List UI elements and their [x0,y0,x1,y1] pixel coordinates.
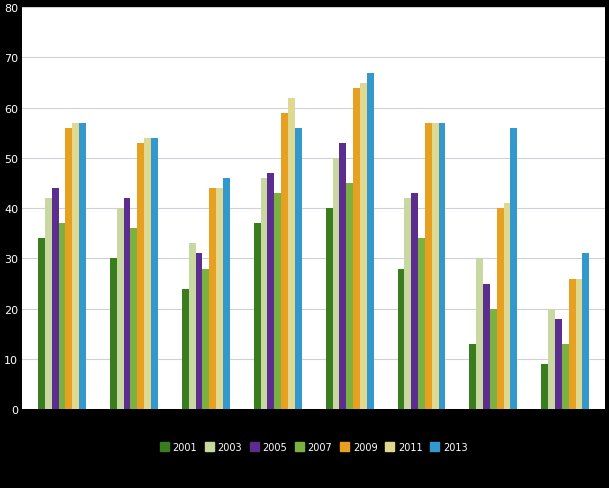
Bar [339,143,346,409]
Bar [326,209,333,409]
Bar [288,99,295,409]
Bar [483,284,490,409]
Bar [110,259,117,409]
Bar [555,319,562,409]
Bar [404,199,411,409]
Bar [490,309,497,409]
Bar [267,174,274,409]
Bar [195,254,202,409]
Bar [497,209,504,409]
Bar [281,114,288,409]
Bar [151,139,158,409]
Bar [367,73,373,409]
Bar [130,229,137,409]
Bar [274,194,281,409]
Bar [261,179,267,409]
Bar [209,189,216,409]
Bar [117,209,124,409]
Bar [398,269,404,409]
Bar [223,179,230,409]
Bar [182,289,189,409]
Bar [333,159,339,409]
Bar [79,123,86,409]
Bar [124,199,130,409]
Bar [189,244,195,409]
Bar [432,123,438,409]
Bar [438,123,445,409]
Bar [137,143,144,409]
Bar [504,204,510,409]
Bar [548,309,555,409]
Bar [360,83,367,409]
Bar [353,88,360,409]
Bar [582,254,589,409]
Bar [562,344,569,409]
Bar [295,128,301,409]
Bar [510,128,517,409]
Bar [425,123,432,409]
Bar [576,279,582,409]
Bar [45,199,52,409]
Bar [346,183,353,409]
Bar [254,224,261,409]
Bar [65,128,72,409]
Bar [52,189,58,409]
Bar [38,239,45,409]
Bar [541,364,548,409]
Bar [569,279,576,409]
Bar [144,139,151,409]
Bar [418,239,425,409]
Bar [202,269,209,409]
Bar [72,123,79,409]
Bar [58,224,65,409]
Bar [411,194,418,409]
Bar [216,189,223,409]
Legend: 2001, 2003, 2005, 2007, 2009, 2011, 2013: 2001, 2003, 2005, 2007, 2009, 2011, 2013 [156,438,471,456]
Bar [470,344,476,409]
Bar [476,259,483,409]
